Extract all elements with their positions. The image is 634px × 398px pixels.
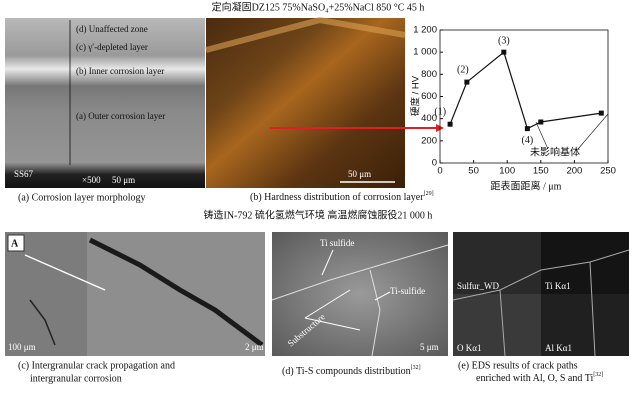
caption: (b) Hardness distribution of corrosion l… bbox=[250, 191, 434, 203]
annotation: (1) bbox=[434, 107, 446, 118]
data-point bbox=[598, 110, 604, 116]
scale: 100 μm bbox=[8, 342, 36, 352]
pointer bbox=[321, 249, 334, 276]
label: Ti Kα1 bbox=[545, 281, 571, 291]
y-tick-label: 1 200 bbox=[413, 25, 437, 36]
crack bbox=[88, 237, 264, 348]
x-tick-label: 250 bbox=[600, 166, 616, 177]
boundary bbox=[452, 249, 630, 357]
scale: 5 μm bbox=[420, 342, 439, 352]
tag-box bbox=[7, 234, 25, 252]
x-tick-label: 200 bbox=[566, 166, 582, 177]
hardness-chart: 硬度 / HV 距表面距离 / μm 未影响基体 0 200 400 600 800 1 … bbox=[410, 25, 616, 193]
data-point bbox=[524, 126, 530, 132]
label: (c) γ′-depleted layer bbox=[76, 42, 148, 52]
caption-text: enriched with Al, O, S and Ti bbox=[476, 373, 593, 384]
label: Sulfur_WD bbox=[457, 281, 499, 291]
texture bbox=[205, 16, 406, 53]
ref: [32] bbox=[411, 365, 421, 371]
y-tick-label: 0 bbox=[432, 158, 437, 169]
data-line bbox=[449, 51, 602, 130]
label: ×500 bbox=[82, 175, 101, 185]
y-tick-label: 800 bbox=[421, 69, 437, 80]
y-tick-label: 600 bbox=[421, 91, 437, 102]
x-tick-label: 150 bbox=[533, 166, 549, 177]
tag: A bbox=[11, 238, 19, 249]
label: (b) Inner corrosion layer bbox=[76, 66, 164, 76]
caption: (e) EDS results of crack paths bbox=[458, 360, 578, 371]
data-point bbox=[501, 49, 507, 55]
caption-text: (b) Hardness distribution of corrosion l… bbox=[250, 192, 424, 203]
boundary bbox=[369, 269, 381, 357]
label: Ti sulfide bbox=[320, 238, 354, 248]
micrograph-b bbox=[206, 18, 405, 188]
micrograph-c-inset bbox=[5, 232, 87, 356]
pointer bbox=[577, 113, 609, 150]
boundary bbox=[271, 244, 449, 301]
label: (a) Outer corrosion layer bbox=[76, 111, 165, 121]
pointer bbox=[24, 254, 106, 291]
label: Ti-sulfide bbox=[390, 286, 425, 296]
data-point bbox=[538, 119, 544, 125]
label: Al Kα1 bbox=[545, 343, 572, 353]
pointer bbox=[304, 317, 361, 331]
data-point bbox=[447, 121, 453, 127]
data-point bbox=[464, 79, 470, 85]
y-tick-label: 400 bbox=[421, 113, 437, 124]
scale: 50 μm bbox=[348, 169, 371, 179]
pointer bbox=[304, 289, 351, 319]
ref: [29] bbox=[424, 191, 434, 197]
caption: (a) Corrosion layer morphology bbox=[18, 192, 145, 203]
caption: (c) Intergranular crack propagation and bbox=[18, 360, 175, 371]
micrograph-d bbox=[272, 232, 448, 356]
pointer bbox=[374, 291, 391, 301]
title-top: 定向凝固DZ125 75%NaSO₄+25%NaCl 850 °C 45 h bbox=[212, 0, 425, 13]
caption-text: (d) Ti-S compounds distribution bbox=[282, 366, 411, 377]
x-axis-label: 距表面距离 / μm bbox=[491, 179, 562, 192]
y-axis-label: 硬度 / HV bbox=[410, 75, 422, 116]
caption: intergranular corrosion bbox=[30, 373, 122, 384]
eds-map bbox=[453, 232, 541, 294]
crack bbox=[29, 299, 56, 346]
annotation: (2) bbox=[457, 64, 469, 75]
annotation: (4) bbox=[522, 135, 534, 146]
caption: (d) Ti-S compounds distribution[32] bbox=[282, 365, 421, 377]
y-tick-label: 1 000 bbox=[413, 47, 437, 58]
x-tick-label: 100 bbox=[499, 166, 515, 177]
label: O Kα1 bbox=[457, 343, 481, 353]
scale: 50 μm bbox=[112, 175, 135, 185]
caption: enriched with Al, O, S and Ti[32] bbox=[476, 372, 603, 384]
title-middle: 铸造IN-792 硫化氢燃气环境 高温燃腐蚀服役21 000 h bbox=[204, 208, 433, 221]
x-tick-label: 0 bbox=[437, 166, 442, 177]
scale: 2 μm bbox=[245, 342, 264, 352]
x-tick-label: 50 bbox=[468, 166, 479, 177]
ref: [32] bbox=[593, 372, 603, 378]
eds-map bbox=[541, 294, 629, 356]
micrograph-a bbox=[5, 18, 205, 188]
label: (d) Unaffected zone bbox=[76, 24, 148, 34]
label: SS67 bbox=[14, 169, 34, 179]
eds-map bbox=[453, 294, 541, 356]
annotation: 未影响基体 bbox=[530, 145, 580, 158]
y-tick-label: 200 bbox=[421, 135, 437, 146]
annotation: (3) bbox=[498, 35, 510, 46]
pointer bbox=[535, 121, 549, 150]
